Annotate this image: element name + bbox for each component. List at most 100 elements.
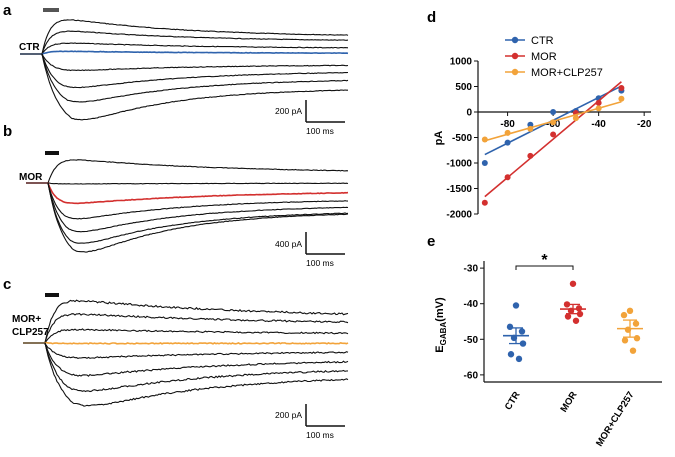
trace-3 (23, 328, 349, 345)
data-point (572, 115, 579, 122)
x-tick-label: -20 (637, 119, 652, 130)
data-point (572, 317, 580, 324)
trace-5 (20, 53, 349, 72)
data-point (518, 328, 526, 335)
scale-bar-b: 400 pA 100 ms (275, 232, 345, 268)
data-point (618, 85, 625, 92)
significance-marker: * (541, 252, 548, 269)
data-point (504, 129, 511, 136)
scale-time-b: 100 ms (306, 258, 334, 268)
trace-4 (26, 182, 349, 220)
stimulus-bar-b (45, 151, 59, 155)
trace-1 (23, 299, 349, 344)
data-point (481, 199, 488, 206)
trace-6 (26, 182, 349, 244)
panel-c-label-line1: MOR+ (12, 314, 41, 325)
trace-highlight (26, 182, 349, 205)
panel-d: d 10005000-500-1000-1500-2000-80-60-40-2… (427, 9, 652, 221)
data-point (595, 105, 602, 112)
stimulus-bar-c (45, 293, 59, 297)
trace-highlight (23, 341, 349, 345)
panel-e: e -30 -40 -50 -60 EGABA(mV) CTR MOR MOR+CLP257 * (427, 233, 662, 449)
legend-marker (511, 36, 519, 44)
category-label: CTR (503, 390, 523, 413)
panel-c: c MOR+ CLP257 200 pA 100 ms (3, 276, 349, 440)
trace-7 (26, 182, 349, 253)
trace-3 (20, 42, 349, 55)
data-point (620, 311, 628, 319)
panel-c-letter: c (3, 276, 11, 293)
trace-7 (20, 53, 349, 103)
panel-a: a CTR 200 pA 100 ms (3, 2, 349, 136)
trace-1 (20, 19, 349, 55)
trace-1 (26, 159, 349, 184)
data-point (569, 280, 577, 287)
data-point (506, 323, 514, 331)
data-point (512, 302, 520, 309)
category-label: MOR (558, 390, 579, 415)
legend-label: MOR (531, 51, 557, 63)
y-axis-label-main: E (434, 345, 446, 352)
trace-highlight (20, 50, 349, 56)
y-tick-label: -40 (464, 299, 479, 310)
stimulus-bar-a (43, 8, 59, 12)
y-axis-label-unit: (mV) (434, 297, 446, 322)
x-tick-label: -80 (500, 119, 515, 130)
scale-current-a: 200 pA (275, 106, 302, 116)
data-point (504, 139, 511, 146)
trace-2 (23, 312, 349, 344)
panel-a-label: CTR (19, 42, 40, 53)
traces-c (23, 299, 349, 407)
y-axis-label-sub: GABA (439, 322, 448, 346)
data-point (629, 347, 637, 354)
trace-6 (23, 342, 349, 377)
data-point (515, 355, 523, 363)
y-tick-label: -30 (464, 264, 479, 275)
y-tick-label: -50 (464, 335, 479, 346)
y-tick-label: 500 (455, 82, 472, 93)
data-point (507, 351, 515, 358)
trace-5 (23, 342, 349, 359)
scale-time-a: 100 ms (306, 126, 334, 136)
panel-e-letter: e (427, 233, 435, 250)
y-tick-label: 0 (466, 108, 472, 119)
legend-label: MOR+CLP257 (531, 67, 603, 79)
data-point (550, 131, 557, 138)
y-axis-label: pA (433, 131, 445, 146)
trace-2 (20, 30, 349, 55)
y-axis-label: EGABA(mV) (434, 297, 448, 353)
category-label: MOR+CLP257 (594, 390, 636, 449)
y-tick-label: -500 (452, 133, 472, 144)
egaba-chart: -30 -40 -50 -60 EGABA(mV) CTR MOR MOR+CLP257 * (434, 252, 662, 449)
panel-b: b MOR 400 pA 100 ms (3, 123, 349, 268)
data-point (504, 174, 511, 181)
trace-8 (20, 53, 348, 121)
data-point (618, 95, 625, 102)
trace-8 (23, 342, 349, 407)
series-line-1 (484, 81, 622, 198)
data-point (550, 119, 557, 126)
data-point (481, 136, 488, 143)
panel-d-letter: d (427, 9, 436, 26)
iv-chart: 10005000-500-1000-1500-2000-80-60-40-20p… (433, 35, 652, 221)
legend-marker (511, 52, 519, 60)
y-tick-label: -2000 (446, 210, 472, 221)
legend-label: CTR (531, 35, 554, 47)
data-point (632, 320, 640, 327)
panel-b-letter: b (3, 123, 12, 140)
y-tick-label: 1000 (450, 57, 473, 68)
data-point (595, 99, 602, 106)
x-tick-label: -40 (591, 119, 606, 130)
scale-bar-c: 200 pA 100 ms (275, 404, 345, 440)
y-tick-label: -60 (464, 370, 479, 381)
data-point (564, 313, 572, 320)
significance-bracket (515, 265, 574, 270)
scale-current-b: 400 pA (275, 239, 302, 249)
panel-a-letter: a (3, 2, 12, 19)
data-point (550, 109, 557, 115)
panel-b-label: MOR (19, 172, 43, 183)
panel-c-label-line2: CLP257 (12, 327, 49, 338)
scale-bar-a: 200 pA 100 ms (275, 100, 345, 136)
y-tick-label: -1500 (446, 184, 472, 195)
